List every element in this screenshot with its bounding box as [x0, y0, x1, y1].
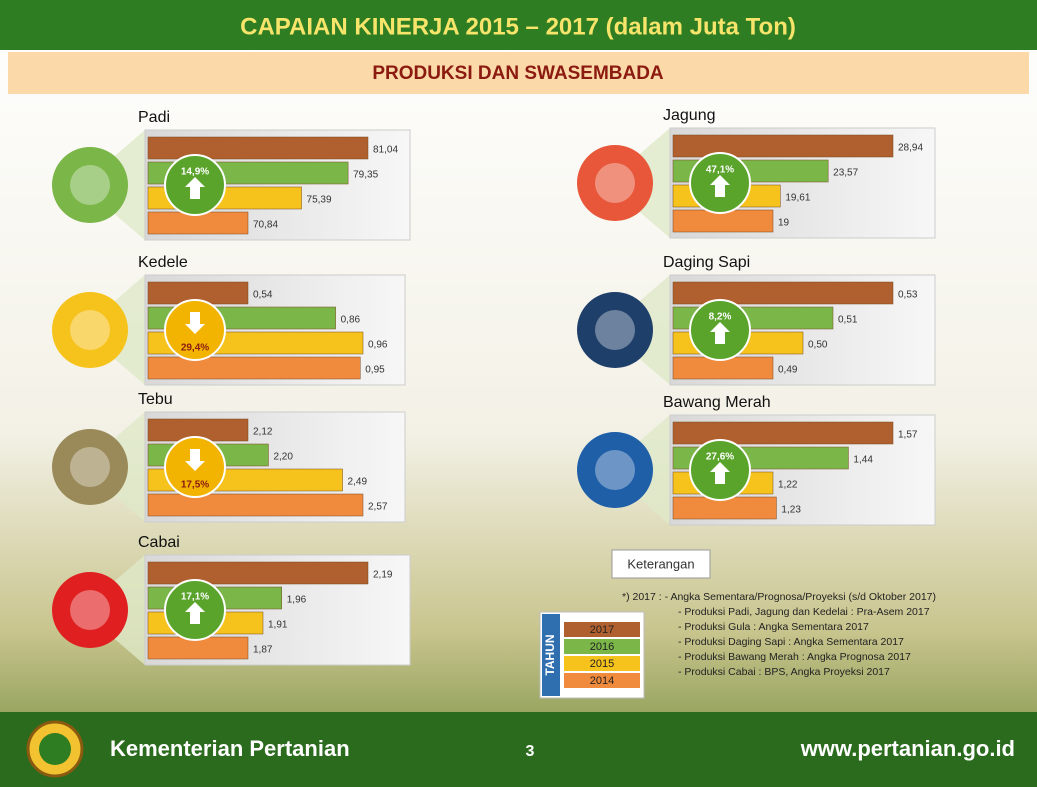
bar — [148, 357, 360, 379]
slide: CAPAIAN KINERJA 2015 – 2017 (dalam Juta … — [0, 0, 1037, 787]
chart-title: Tebu — [138, 391, 173, 408]
website: www.pertanian.go.id — [800, 736, 1015, 761]
change-label: 14,9% — [181, 167, 209, 178]
chart-title: Cabai — [138, 534, 180, 551]
change-label: 27,6% — [706, 452, 734, 463]
value-label: 1,91 — [268, 620, 288, 631]
icon-inner — [595, 163, 635, 203]
value-label: 1,96 — [287, 595, 307, 606]
value-label: 2,20 — [273, 452, 293, 463]
value-label: 0,49 — [778, 365, 798, 376]
value-label: 0,51 — [838, 315, 858, 326]
value-label: 0,96 — [368, 340, 388, 351]
value-label: 0,95 — [365, 365, 385, 376]
page: CAPAIAN KINERJA 2015 – 2017 (dalam Juta … — [0, 0, 1037, 787]
note-line: - Produksi Daging Sapi : Angka Sementara… — [678, 636, 904, 648]
ministry: Kementerian Pertanian — [110, 736, 350, 761]
icon-inner — [595, 450, 635, 490]
value-label: 19 — [778, 218, 790, 229]
value-label: 0,86 — [341, 315, 361, 326]
change-label: 47,1% — [706, 165, 734, 176]
value-label: 79,35 — [353, 170, 378, 181]
legend-title: TAHUN — [543, 634, 557, 675]
note-line: - Produksi Bawang Merah : Angka Prognosa… — [678, 651, 911, 663]
change-label: 29,4% — [181, 343, 209, 354]
bar — [673, 422, 893, 444]
icon-inner — [70, 447, 110, 487]
value-label: 2,49 — [348, 477, 368, 488]
change-label: 8,2% — [709, 312, 732, 323]
note-line: *) 2017 : - Angka Sementara/Prognosa/Pro… — [622, 591, 936, 603]
note-line: - Produksi Cabai : BPS, Angka Proyeksi 2… — [678, 666, 890, 678]
note-line: - Produksi Padi, Jagung dan Kedelai : Pr… — [678, 606, 930, 618]
logo-inner — [39, 733, 71, 765]
change-label: 17,5% — [181, 480, 209, 491]
subtitle: PRODUKSI DAN SWASEMBADA — [372, 63, 664, 84]
legend-label: 2016 — [590, 641, 614, 653]
value-label: 28,94 — [898, 143, 923, 154]
value-label: 2,19 — [373, 570, 393, 581]
value-label: 0,54 — [253, 290, 273, 301]
value-label: 70,84 — [253, 220, 278, 231]
chart-title: Jagung — [663, 107, 716, 124]
notes-title: Keterangan — [627, 556, 694, 571]
chart-title: Bawang Merah — [663, 394, 771, 411]
note-line: - Produksi Gula : Angka Sementara 2017 — [678, 621, 869, 633]
icon-inner — [70, 590, 110, 630]
icon-inner — [70, 165, 110, 205]
bar — [148, 494, 363, 516]
value-label: 2,12 — [253, 427, 273, 438]
value-label: 1,44 — [853, 455, 873, 466]
value-label: 0,50 — [808, 340, 828, 351]
chart-title: Kedele — [138, 254, 188, 271]
bar — [148, 562, 368, 584]
chart-title: Padi — [138, 109, 170, 126]
legend: TAHUN 2017 2016 2015 2014 — [540, 612, 644, 698]
value-label: 1,57 — [898, 430, 918, 441]
change-label: 17,1% — [181, 592, 209, 603]
value-label: 75,39 — [307, 195, 332, 206]
value-label: 0,53 — [898, 290, 918, 301]
value-label: 1,22 — [778, 480, 798, 491]
value-label: 1,87 — [253, 645, 273, 656]
bar — [148, 137, 368, 159]
page-number: 3 — [526, 743, 535, 760]
bar — [673, 282, 893, 304]
value-label: 1,23 — [781, 505, 801, 516]
value-label: 81,04 — [373, 145, 398, 156]
title: CAPAIAN KINERJA 2015 – 2017 (dalam Juta … — [240, 13, 796, 40]
legend-label: 2017 — [590, 624, 614, 636]
icon-inner — [595, 310, 635, 350]
chart-title: Daging Sapi — [663, 254, 750, 271]
icon-inner — [70, 310, 110, 350]
value-label: 19,61 — [785, 193, 810, 204]
legend-label: 2014 — [590, 675, 614, 687]
value-label: 2,57 — [368, 502, 388, 513]
legend-label: 2015 — [590, 658, 614, 670]
bar — [673, 135, 893, 157]
value-label: 23,57 — [833, 168, 858, 179]
